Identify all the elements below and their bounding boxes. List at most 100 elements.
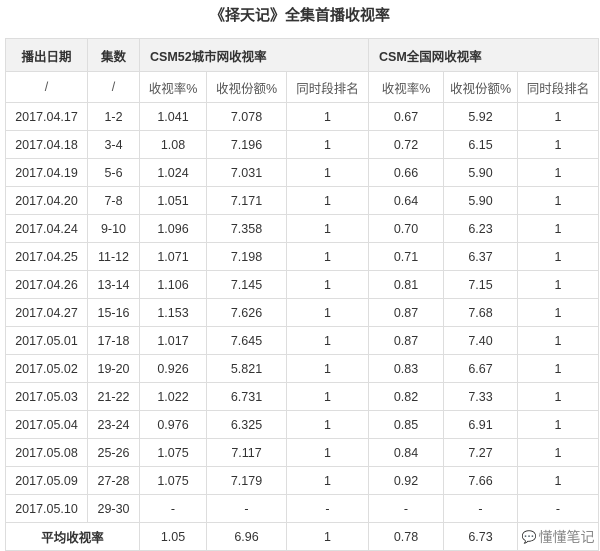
table-cell: 2017.04.20 (5, 186, 88, 215)
table-cell: 1 (286, 410, 369, 439)
table-cell: 1 (286, 102, 369, 131)
table-cell: 2017.05.02 (5, 354, 88, 383)
table-cell: 1 (286, 158, 369, 187)
table-cell: 27-28 (87, 466, 140, 495)
table-cell: 0.92 (368, 466, 444, 495)
table-row: 2017.05.09 27-28 1.075 7.179 1 0.92 7.66 1 (5, 466, 600, 495)
table-cell: 收视份额% (443, 71, 518, 103)
table-cell: 1.051 (139, 186, 207, 215)
table-cell: / (5, 71, 88, 103)
table-cell: 6.73 (443, 522, 518, 551)
table-cell: 1 (516, 326, 600, 355)
table-cell: 1 (516, 438, 600, 467)
table-cell: 0.83 (368, 354, 444, 383)
table-cell: 7.645 (206, 326, 287, 355)
table-cell: 7.33 (443, 382, 518, 411)
table-cell: - (516, 494, 600, 523)
table-row: 2017.04.24 9-10 1.096 7.358 1 0.70 6.23 1 (5, 214, 600, 243)
table-row: 2017.04.25 11-12 1.071 7.198 1 0.71 6.37 1 (5, 242, 600, 271)
table-cell: 5.821 (206, 354, 287, 383)
table-cell: 0.72 (368, 130, 444, 159)
table-cell: 收视率% (139, 71, 207, 103)
table-row: 2017.05.01 17-18 1.017 7.645 1 0.87 7.40 1 (5, 326, 600, 355)
table-cell: 0.87 (368, 298, 444, 327)
table-cell: 0.78 (368, 522, 444, 551)
table-cell: 2017.04.17 (5, 102, 88, 131)
table-row: 2017.05.04 23-24 0.976 6.325 1 0.85 6.91 1 (5, 410, 600, 439)
table-row: 2017.05.10 29-30- - - - - - (5, 494, 600, 523)
table-cell: 11-12 (87, 242, 140, 271)
table-cell: 1.022 (139, 382, 207, 411)
table-cell: 7.117 (206, 438, 287, 467)
table-cell: 7.68 (443, 298, 518, 327)
table-cell: 7.358 (206, 214, 287, 243)
table-cell: 1 (286, 270, 369, 299)
table-cell: 0.66 (368, 158, 444, 187)
table-cell: 6.15 (443, 130, 518, 159)
table-cell: 2017.05.10 (5, 494, 88, 523)
table-cell: 0.926 (139, 354, 207, 383)
table-cell: 1.024 (139, 158, 207, 187)
table-cell: 2017.05.01 (5, 326, 88, 355)
table-cell: 6.731 (206, 382, 287, 411)
table-cell: 5.92 (443, 102, 518, 131)
table-cell: 7.27 (443, 438, 518, 467)
table-cell: 1-2 (87, 102, 140, 131)
table-cell: 7.031 (206, 158, 287, 187)
table-cell: 1.075 (139, 438, 207, 467)
table-cell: 1.017 (139, 326, 207, 355)
average-row: 平均收视率 1.05 6.96 1 0.78 6.73 💬 懂懂笔记 (5, 522, 600, 551)
table-cell: 2017.05.09 (5, 466, 88, 495)
ratings-table: 播出日期 集数 CSM52城市网收视率 CSM全国网收视率 / / 收视率% 收视份额… (5, 38, 600, 551)
table-cell: 1 (286, 438, 369, 467)
table-cell: 7.66 (443, 466, 518, 495)
table-cell: / (87, 71, 140, 103)
table-cell: 6.37 (443, 242, 518, 271)
wechat-icon: 💬 (521, 529, 537, 544)
table-cell: 0.67 (368, 102, 444, 131)
table-cell: 0.64 (368, 186, 444, 215)
table-cell: 0.82 (368, 382, 444, 411)
table-cell: 收视率% (368, 71, 444, 103)
table-cell: - (286, 494, 369, 523)
header-csm52: CSM52城市网收视率 (139, 38, 369, 72)
table-cell: 💬 懂懂笔记 (516, 522, 600, 551)
header-date: 播出日期 (5, 38, 88, 72)
table-cell: 0.71 (368, 242, 444, 271)
table-row: 2017.04.17 1-2 1.041 7.078 1 0.67 5.92 1 (5, 102, 600, 131)
table-cell: 19-20 (87, 354, 140, 383)
table-cell: 3-4 (87, 130, 140, 159)
table-cell: 1 (286, 214, 369, 243)
table-cell: - (368, 494, 444, 523)
table-cell: 1.071 (139, 242, 207, 271)
table-row: 2017.05.02 19-20 0.926 5.821 1 0.83 6.67 1 (5, 354, 600, 383)
table-cell: 2017.05.04 (5, 410, 88, 439)
table-cell: 1 (286, 522, 369, 551)
table-cell: 0.85 (368, 410, 444, 439)
table-cell: 6.23 (443, 214, 518, 243)
table-cell: 5.90 (443, 158, 518, 187)
table-cell: 7.196 (206, 130, 287, 159)
table-cell: 收视份额% (206, 71, 287, 103)
table-cell: 0.70 (368, 214, 444, 243)
table-cell: 2017.04.27 (5, 298, 88, 327)
subheader-row: / / 收视率% 收视份额% 同时段排名 收视率% 收视份额% 同时段排名 (5, 71, 600, 103)
table-cell: 1 (286, 382, 369, 411)
table-row: 2017.05.03 21-22 1.022 6.731 1 0.82 7.33 1 (5, 382, 600, 411)
table-cell: 2017.04.19 (5, 158, 88, 187)
table-cell: 2017.05.03 (5, 382, 88, 411)
table-cell: 1 (286, 326, 369, 355)
table-cell: 2017.04.24 (5, 214, 88, 243)
table-cell: 6.96 (206, 522, 287, 551)
table-cell: 7.40 (443, 326, 518, 355)
table-title: 《择天记》全集首播收视率 (209, 7, 390, 24)
table-cell: 1 (286, 298, 369, 327)
table-cell: - (206, 494, 287, 523)
header-row: 播出日期 集数 CSM52城市网收视率 CSM全国网收视率 (5, 38, 600, 72)
table-cell: 同时段排名 (516, 71, 600, 103)
table-cell: 9-10 (87, 214, 140, 243)
table-cell: 7.198 (206, 242, 287, 271)
table-cell: - (139, 494, 207, 523)
watermark: 💬 懂懂笔记 (522, 527, 595, 547)
table-cell: 6.67 (443, 354, 518, 383)
